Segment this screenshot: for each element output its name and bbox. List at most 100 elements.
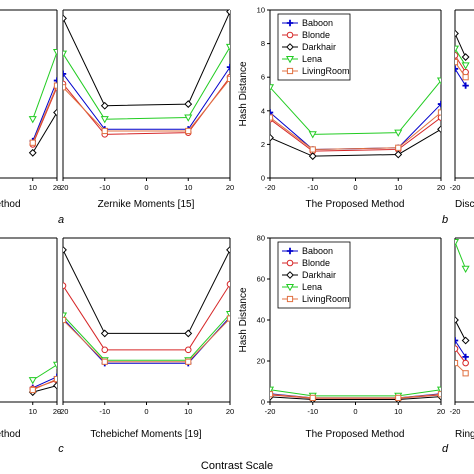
y-tick-label: 4 [261, 106, 265, 115]
data-point-lena [461, 62, 470, 70]
legend-marker-blonde [286, 31, 294, 39]
series-line-baboon [270, 103, 441, 150]
data-point-blonde [455, 52, 459, 59]
chart-panel-top-right-partial: -20 Disc [450, 9, 474, 210]
x-tick-label: -20 [450, 407, 461, 416]
data-point-darkhair [63, 246, 67, 254]
plot-area [455, 29, 470, 89]
x-tick-label: -10 [307, 407, 318, 416]
data-point-darkhair [226, 10, 230, 16]
x-tick-label: 0 [144, 183, 148, 192]
chart-panel-bottom-left-partial: 10 20 ethod [0, 237, 61, 440]
plot-area [455, 239, 470, 377]
x-axis-title: Disc [455, 199, 474, 210]
chart-panel-bottom-right-partial: -20 Ring [450, 237, 474, 440]
data-point-darkhair [394, 150, 403, 159]
data-point-lena [52, 361, 57, 370]
data-point-livingroom [29, 386, 36, 394]
x-tick-label: 20 [53, 407, 61, 416]
data-point-livingroom [29, 139, 36, 146]
y-tick-label: 10 [257, 6, 265, 15]
data-point-livingroom [437, 109, 441, 116]
data-point-baboon [455, 337, 459, 344]
data-point-darkhair [461, 336, 470, 345]
legend-label: Blonde [302, 30, 330, 40]
series-line-baboon [455, 68, 467, 86]
y-axis-title: Hash Distance [238, 287, 249, 352]
series-line-blonde [455, 55, 467, 73]
data-point-darkhair [270, 133, 274, 142]
series-line-lena [32, 364, 57, 381]
legend-label: Blonde [302, 258, 330, 268]
x-axis-title: The Proposed Method [306, 199, 405, 210]
footer-axis-title: Contrast Scale [201, 460, 273, 472]
panel-letter: d [442, 443, 449, 455]
x-tick-label: 10 [394, 407, 402, 416]
chart-panel-c: -20 -10 0 10 20 Tchebichef Moments [19] c [58, 237, 234, 455]
plot-area [28, 361, 57, 397]
data-point-darkhair [308, 152, 317, 161]
data-point-lena [225, 43, 230, 52]
y-tick-label: 80 [257, 234, 265, 243]
x-tick-label: 20 [53, 183, 61, 192]
x-axis-title: Zernike Moments [15] [98, 199, 195, 210]
data-point-livingroom [101, 127, 108, 135]
legend-label: Baboon [302, 18, 333, 28]
legend-label: Baboon [302, 246, 333, 256]
data-point-darkhair [100, 101, 109, 110]
data-point-darkhair [53, 108, 57, 117]
legend-marker-baboon [286, 19, 294, 27]
plot-area [270, 386, 441, 402]
y-tick-label: 20 [257, 357, 265, 366]
legend: Baboon Blonde Darkhair Lena LivingRoom [277, 13, 351, 81]
data-point-blonde [455, 345, 459, 352]
data-point-livingroom [462, 74, 469, 81]
data-point-lena [308, 131, 317, 139]
series-line-baboon [32, 376, 57, 389]
data-point-baboon [437, 100, 441, 108]
data-point-livingroom [462, 370, 469, 377]
x-axis-title: ethod [0, 199, 21, 210]
data-point-darkhair [28, 148, 37, 157]
x-tick-label: -20 [58, 183, 69, 192]
series-line-lena [63, 313, 230, 361]
x-axis-title: Tchebichef Moments [19] [90, 429, 201, 440]
x-tick-label: 0 [353, 183, 357, 192]
plot-area [63, 246, 230, 367]
legend-marker-baboon [286, 247, 294, 255]
data-point-baboon [462, 353, 469, 361]
y-tick-label: 60 [257, 275, 265, 284]
data-point-lena [436, 77, 441, 85]
series-line-baboon [455, 340, 467, 358]
x-tick-label: 10 [184, 407, 192, 416]
series-line-darkhair [455, 319, 467, 341]
series-line-livingroom [32, 85, 57, 143]
data-point-livingroom [395, 394, 402, 401]
legend-label: Lena [302, 282, 322, 292]
series-line-baboon [32, 80, 57, 142]
chart-panel-d: -20 -10 0 10 20 0 20 40 60 80 Hash Distance The Pro… [238, 234, 449, 456]
data-point-blonde [184, 346, 192, 354]
plot-area [28, 48, 57, 157]
data-point-baboon [63, 70, 67, 78]
data-point-livingroom [395, 144, 402, 151]
series-line-livingroom [270, 112, 441, 150]
data-point-darkhair [63, 14, 67, 23]
data-point-livingroom [309, 394, 316, 401]
legend-marker-lena [285, 283, 295, 292]
legend-label: LivingRoom [302, 66, 350, 76]
data-point-darkhair [455, 29, 459, 38]
data-point-darkhair [100, 329, 109, 338]
data-point-livingroom [53, 82, 57, 89]
y-tick-label: 40 [257, 316, 265, 325]
data-point-baboon [462, 82, 469, 89]
chart-panel-a: -20 -10 0 10 20 Zernike Moments [15] a [58, 9, 234, 226]
series-line-blonde [63, 283, 230, 351]
x-tick-label: 20 [437, 407, 445, 416]
x-tick-label: 0 [353, 407, 357, 416]
series-line-darkhair [32, 112, 57, 154]
data-point-livingroom [455, 359, 459, 367]
data-point-blonde [462, 359, 469, 367]
